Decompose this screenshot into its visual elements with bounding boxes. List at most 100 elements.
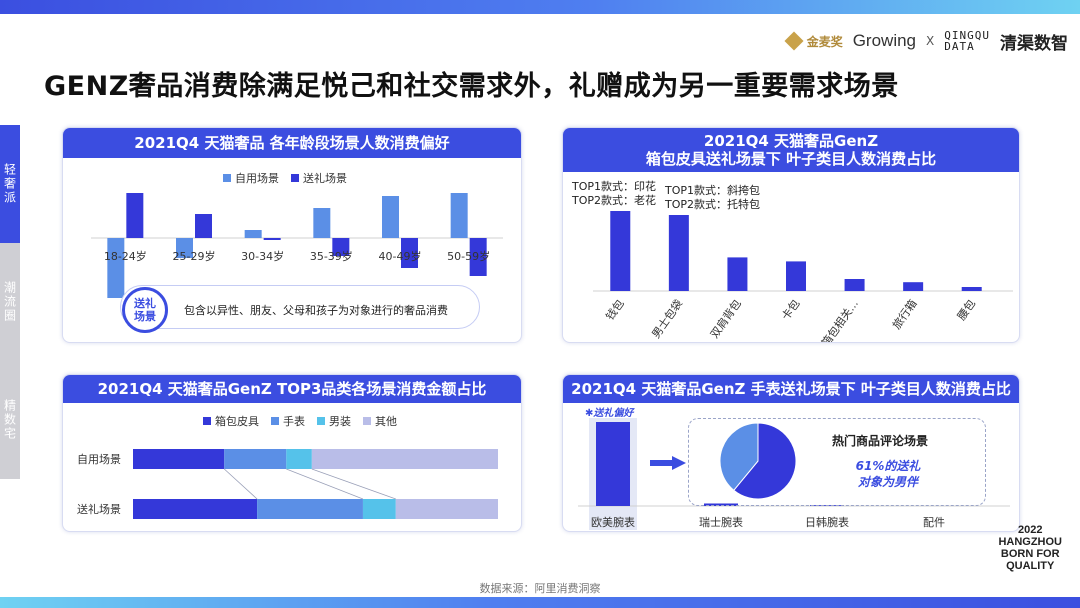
bag-gift-chart: 钱包 男士包袋 双肩背包 卡包 箱包相关... 旅行箱 腰包 — [593, 211, 1013, 343]
legend-swatch-other — [363, 417, 371, 425]
bar-self-use — [244, 230, 262, 238]
tagline-line1: 2022 — [1017, 524, 1043, 536]
bar-self-use — [450, 193, 468, 238]
legend-swatch-bags — [203, 417, 211, 425]
logo-separator: X — [926, 34, 935, 48]
legend-swatch-watch — [271, 417, 279, 425]
bar-segment-2 — [362, 499, 396, 519]
review-scene-pie — [719, 422, 797, 500]
legend-item-self-use: 自用场景 — [223, 170, 279, 186]
tagline-line2: HANGZHOU — [998, 536, 1062, 548]
pie-slice-0 — [733, 422, 797, 500]
qingqu-cn-logo: 清渠数智 — [1000, 33, 1068, 54]
sidenav-item-qingshepai[interactable]: 轻奢派 — [0, 125, 20, 243]
bar-segment-1 — [257, 499, 363, 519]
x-tick-label: 钱包 — [603, 297, 627, 323]
sidenav-item-jingshuzhai[interactable]: 精数宅 — [0, 361, 20, 479]
bar-segment-1 — [224, 449, 287, 469]
x-tick-label: 卡包 — [779, 297, 802, 322]
legend-swatch-menswear — [317, 417, 325, 425]
legend-item-bags: 箱包皮具 — [203, 413, 259, 429]
legend-swatch-self-use — [223, 174, 231, 182]
jinmai-logo: 金麦奖 — [784, 31, 843, 51]
qingqu-en-logo: QINGQU DATA — [944, 30, 990, 52]
page-title: GENZ奢品消费除满足悦己和社交需求外，礼赠成为另一重要需求场景 — [44, 71, 899, 102]
qingqu-en-bottom: DATA — [944, 40, 975, 53]
bottom-gradient-bar — [0, 597, 1080, 608]
bar-leaf-category — [903, 282, 924, 291]
gift-scene-description: 包含以异性、朋友、父母和孩子为对象进行的奢品消费 — [184, 304, 448, 317]
pie-note-text: 61%的送礼 对象为男伴 — [855, 459, 921, 489]
y-tick-label: 自用场景 — [77, 452, 121, 466]
qingqu-en-top: QINGQU — [944, 29, 990, 42]
gift-scene-callout — [120, 285, 480, 329]
connector-line — [286, 468, 364, 500]
tagline-line3: BORN FOR — [1000, 548, 1060, 560]
legend-item-watch: 手表 — [271, 413, 305, 429]
bag-style-annotation-right: TOP1款式：斜挎包 TOP2款式：托特包 — [665, 184, 760, 212]
top-gradient-bar — [0, 0, 1080, 14]
annot-left-top2: TOP2款式：老花 — [572, 194, 657, 207]
gift-scene-badge: 送礼 场景 — [122, 287, 168, 333]
bar-gift — [263, 238, 281, 240]
bar-gift — [332, 238, 350, 256]
jinmai-box-icon — [784, 31, 804, 51]
bar-leaf-category — [844, 279, 865, 291]
panel1-legend: 自用场景 送礼场景 — [223, 170, 347, 186]
bar-segment-3 — [311, 449, 498, 469]
bar-leaf-category — [727, 257, 748, 291]
bar-gift — [401, 238, 418, 268]
legend-item-menswear: 男装 — [317, 413, 351, 429]
bar-self-use — [107, 238, 125, 298]
pie-slice-1 — [719, 422, 759, 491]
tagline-line4: QUALITY — [1006, 560, 1055, 572]
side-navigation: 轻奢派 潮流圈 精数宅 — [0, 125, 20, 479]
panel-top3-category-scene-spend: 2021Q4 天猫奢品GenZ TOP3品类各场景消费金额占比 箱包皮具 手表 … — [62, 374, 522, 532]
panel1-title: 2021Q4 天猫奢品 各年龄段场景人数消费偏好 — [63, 128, 521, 158]
right-arrow-icon — [650, 456, 686, 470]
panel4-title: 2021Q4 天猫奢品GenZ 手表送礼场景下 叶子类目人数消费占比 — [563, 375, 1019, 403]
x-tick-label: 腰包 — [955, 297, 978, 322]
annot-right-top2: TOP2款式：托特包 — [665, 198, 761, 211]
legend-label-gift: 送礼场景 — [303, 172, 347, 185]
x-tick-label: 双肩背包 — [707, 297, 744, 341]
panel2-title-line2: 箱包皮具送礼场景下 叶子类目人数消费占比 — [645, 150, 937, 168]
x-tick-label: 25-29岁 — [173, 249, 216, 263]
legend-label-watch: 手表 — [283, 415, 305, 428]
gift-preference-tag: ✱送礼偏好 — [585, 408, 634, 419]
bar-segment-0 — [133, 499, 258, 519]
legend-item-gift: 送礼场景 — [291, 170, 347, 186]
bar-self-use — [313, 208, 331, 238]
legend-label-other: 其他 — [375, 415, 397, 428]
age-scene-chart: 18-24岁 25-29岁 30-34岁 35-39岁 40-49岁 50-59岁 — [91, 193, 503, 298]
jinmai-logo-text: 金麦奖 — [806, 34, 843, 49]
legend-item-other: 其他 — [363, 413, 397, 429]
bar-leaf-category — [610, 211, 631, 291]
annot-right-top1: TOP1款式：斜挎包 — [665, 184, 761, 197]
sidenav-item-chaoliuquan[interactable]: 潮流圈 — [0, 243, 20, 361]
bar-segment-3 — [395, 499, 498, 519]
legend-label-self-use: 自用场景 — [235, 172, 279, 185]
bar-leaf-category — [786, 261, 806, 291]
x-tick-label: 箱包相关... — [818, 297, 861, 343]
bar-segment-0 — [133, 449, 225, 469]
bar-gift — [195, 214, 212, 238]
bar-leaf-category — [961, 287, 982, 291]
event-tagline: 2022 HANGZHOU BORN FOR QUALITY — [998, 524, 1062, 572]
bar-gift — [126, 193, 144, 238]
pie-title: 热门商品评论场景 — [832, 434, 929, 448]
legend-label-bags: 箱包皮具 — [215, 415, 259, 428]
panel2-title: 2021Q4 天猫奢品GenZ 箱包皮具送礼场景下 叶子类目人数消费占比 — [563, 128, 1019, 172]
x-tick-label: 30-34岁 — [241, 249, 284, 263]
x-tick-label: 40-49岁 — [379, 249, 422, 263]
panel-bag-gift-leaf-category: 2021Q4 天猫奢品GenZ 箱包皮具送礼场景下 叶子类目人数消费占比 钱包男… — [562, 127, 1020, 343]
pie-callout-box — [688, 418, 986, 506]
x-tick-label: 50-59岁 — [447, 249, 490, 263]
x-tick-label: 男士包袋 — [649, 297, 686, 341]
x-tick-label: 18-24岁 — [104, 249, 147, 263]
connector-line — [223, 468, 258, 500]
legend-swatch-gift — [291, 174, 299, 182]
panel3-legend: 箱包皮具 手表 男装 其他 — [203, 413, 397, 429]
